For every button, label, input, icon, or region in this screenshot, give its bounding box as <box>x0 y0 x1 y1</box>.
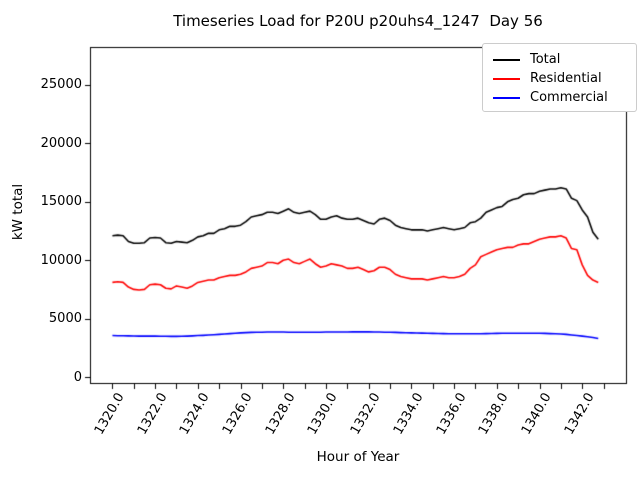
y-axis-label: kW total <box>10 183 26 241</box>
x-axis-label: Hour of Year <box>316 449 400 465</box>
y-tick-label: 10000 <box>40 252 82 268</box>
legend-item: Commercial <box>493 88 636 107</box>
y-tick-label: 5000 <box>48 311 82 327</box>
legend: Total Residential Commercial <box>482 43 637 112</box>
legend-label: Total <box>530 52 561 67</box>
y-tick-label: 0 <box>73 369 82 385</box>
legend-item: Total <box>493 50 636 69</box>
legend-line-swatch <box>493 96 520 99</box>
legend-label: Commercial <box>530 90 608 105</box>
y-tick-label: 15000 <box>40 194 82 210</box>
legend-item: Residential <box>493 69 636 88</box>
y-tick-label: 20000 <box>40 135 82 151</box>
legend-label: Residential <box>530 71 602 86</box>
y-tick-label: 25000 <box>40 77 82 93</box>
legend-line-swatch <box>493 58 520 61</box>
chart-title: Timeseries Load for P20U p20uhs4_1247 Da… <box>173 12 543 30</box>
legend-line-swatch <box>493 77 520 80</box>
